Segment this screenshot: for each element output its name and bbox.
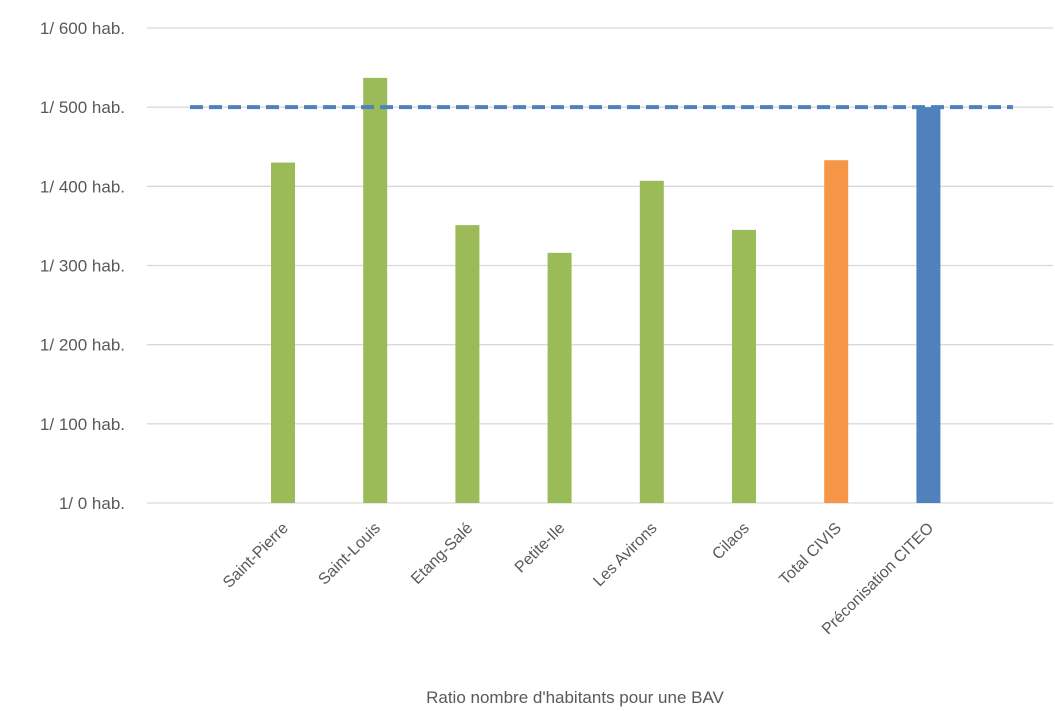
bar-pr-conisation-citeo	[916, 107, 941, 504]
x-category-label: Saint-Pierre	[220, 520, 292, 592]
bars	[271, 77, 941, 504]
y-tick-label: 1/ 100 hab.	[40, 415, 125, 434]
bar-petite-ile	[547, 252, 572, 503]
bar-les-avirons	[639, 180, 664, 503]
y-tick-label: 1/ 0 hab.	[59, 494, 125, 513]
y-axis-tick-labels: 1/ 0 hab. 1/ 100 hab. 1/ 200 hab. 1/ 300 ha…	[40, 19, 125, 513]
x-category-label: Etang-Salé	[408, 520, 476, 588]
x-axis-category-labels: Saint-Pierre Saint-Louis Etang-Salé Petite-…	[220, 520, 937, 638]
bar-saint-pierre	[271, 162, 295, 504]
x-axis-title: Ratio nombre d'habitants pour une BAV	[426, 688, 724, 707]
y-tick-label: 1/ 300 hab.	[40, 257, 125, 276]
x-category-label: Total CIVIS	[776, 520, 845, 589]
x-category-label: Cilaos	[709, 520, 752, 563]
y-tick-label: 1/ 200 hab.	[40, 336, 125, 355]
bar-cilaos	[732, 229, 756, 503]
bar-saint-louis	[363, 77, 388, 503]
x-category-label: Les Avirons	[590, 520, 660, 590]
bar-etang-sal-	[455, 225, 480, 503]
y-tick-label: 1/ 600 hab.	[40, 19, 125, 38]
y-tick-label: 1/ 500 hab.	[40, 98, 125, 117]
bar-total-civis	[824, 160, 849, 504]
x-category-label: Saint-Louis	[315, 520, 384, 589]
y-tick-label: 1/ 400 hab.	[40, 177, 125, 196]
x-category-label: Petite-Ile	[512, 520, 569, 577]
